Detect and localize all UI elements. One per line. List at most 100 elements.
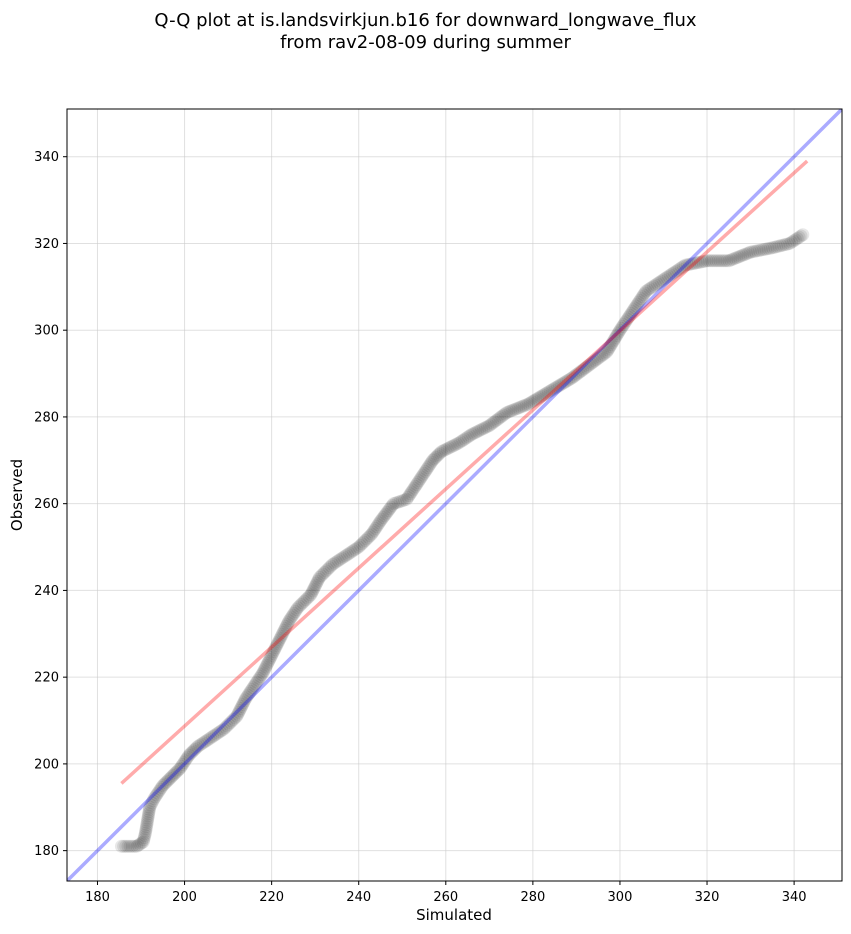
qq-point: [370, 520, 384, 534]
qq-point: [520, 398, 534, 412]
qq-point: [420, 463, 434, 477]
qq-point: [480, 420, 494, 434]
qq-point: [260, 658, 274, 672]
qq-point: [241, 688, 255, 702]
qq-point: [596, 347, 610, 361]
qq-point: [413, 472, 427, 486]
qq-point: [446, 439, 460, 453]
qq-point: [508, 402, 522, 416]
qq-point: [665, 267, 679, 281]
qq-point: [759, 242, 773, 256]
qq-point: [367, 523, 381, 537]
qq-point: [267, 645, 281, 659]
qq-point: [192, 738, 206, 752]
qq-point: [215, 723, 229, 737]
qq-point: [436, 444, 450, 458]
qq-point: [728, 251, 742, 265]
qq-point: [612, 325, 626, 339]
qq-point: [623, 308, 637, 322]
qq-point: [545, 383, 559, 397]
qq-point: [482, 419, 496, 433]
qq-point: [635, 290, 649, 304]
qq-point: [164, 770, 178, 784]
qq-point: [139, 822, 153, 836]
qq-point: [200, 733, 214, 747]
qq-point: [510, 402, 524, 416]
qq-point: [196, 736, 210, 750]
y-axis-ticks: 180 200 220 240 260 280 300 320 340: [34, 150, 67, 859]
qq-point: [641, 283, 655, 297]
qq-point: [163, 771, 177, 785]
qq-point: [369, 521, 383, 535]
qq-point: [237, 696, 251, 710]
qq-point: [194, 737, 208, 751]
qq-point: [572, 366, 586, 380]
qq-point: [504, 404, 518, 418]
qq-point: [588, 354, 602, 368]
qq-point: [182, 748, 196, 762]
qq-point: [209, 727, 223, 741]
qq-point: [683, 257, 697, 271]
qq-point: [270, 637, 284, 651]
qq-point: [142, 807, 156, 821]
x-axis-label: Simulated: [416, 906, 492, 924]
qq-point: [282, 614, 296, 628]
qq-point: [761, 242, 775, 256]
qq-point: [781, 237, 795, 251]
qq-point: [145, 796, 159, 810]
qq-point: [151, 786, 165, 800]
qq-point: [456, 433, 470, 447]
qq-point: [329, 555, 343, 569]
qq-point: [407, 481, 421, 495]
qq-point: [582, 358, 596, 372]
qq-point: [131, 838, 145, 852]
qq-point: [146, 794, 160, 808]
qq-point: [667, 266, 681, 280]
y-tick-label: 260: [34, 497, 59, 512]
qq-point: [488, 415, 502, 429]
qq-point: [176, 758, 190, 772]
qq-point: [127, 839, 141, 853]
qq-point: [140, 818, 154, 832]
qq-point: [230, 709, 244, 723]
qq-point: [142, 805, 156, 819]
qq-point: [220, 719, 234, 733]
qq-point: [279, 620, 293, 634]
qq-point: [291, 601, 305, 615]
qq-point: [139, 820, 153, 834]
qq-point: [538, 387, 552, 401]
qq-point: [339, 549, 353, 563]
qq-point: [788, 233, 802, 247]
qq-point: [412, 474, 426, 488]
qq-point: [648, 278, 662, 292]
qq-point: [671, 263, 685, 277]
qq-point: [591, 351, 605, 365]
qq-point: [150, 788, 164, 802]
qq-point: [514, 400, 528, 414]
qq-point: [365, 527, 379, 541]
qq-point: [700, 254, 714, 268]
qq-point: [191, 740, 205, 754]
qq-point: [283, 612, 297, 626]
qq-point: [183, 747, 197, 761]
qq-point: [696, 255, 710, 269]
qq-point: [322, 561, 336, 575]
qq-point: [478, 421, 492, 435]
qq-point: [634, 292, 648, 306]
qq-point: [172, 763, 186, 777]
gridlines: [67, 109, 842, 881]
qq-point: [207, 728, 221, 742]
qq-point: [217, 722, 231, 736]
qq-point: [259, 660, 273, 674]
qq-point: [617, 318, 631, 332]
qq-point: [299, 593, 313, 607]
qq-point: [169, 766, 183, 780]
qq-point: [157, 777, 171, 791]
qq-point: [389, 496, 403, 510]
qq-point: [763, 241, 777, 255]
qq-point: [417, 466, 431, 480]
qq-point: [269, 641, 283, 655]
qq-point: [567, 370, 581, 384]
qq-point: [302, 589, 316, 603]
qq-point: [305, 586, 319, 600]
